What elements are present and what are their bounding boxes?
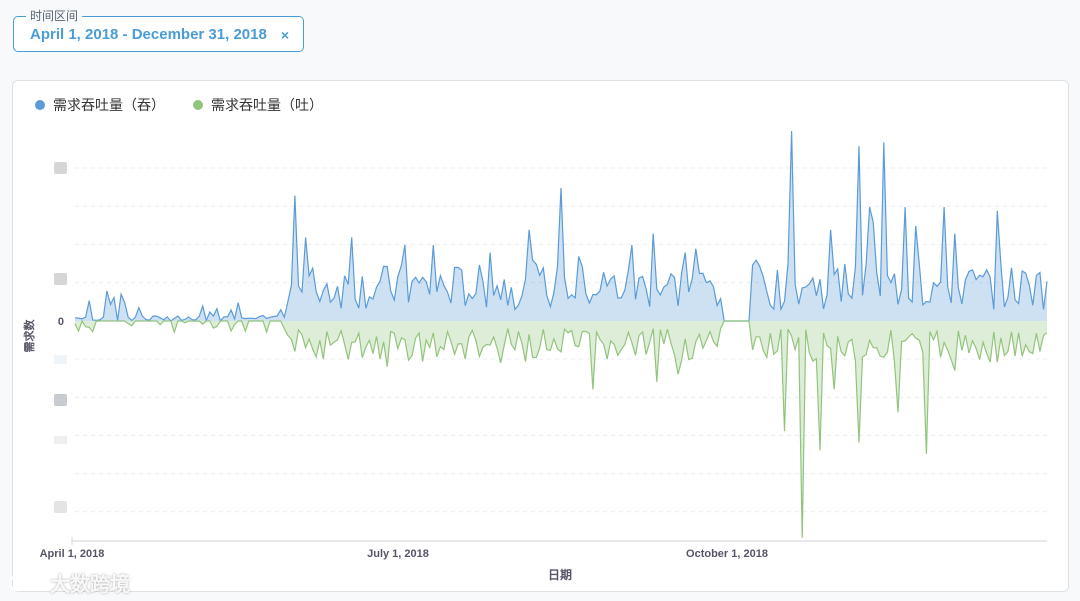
series-swallow-area (75, 131, 1047, 321)
legend-item-spit[interactable]: 需求吞吐量（吐） (193, 95, 323, 115)
legend-dot-swallow (35, 100, 45, 110)
clear-filter-icon[interactable]: × (280, 27, 289, 43)
chart-legend: 需求吞吐量（吞） 需求吞吐量（吐） (35, 95, 323, 115)
y-tick-placeholder (54, 436, 67, 444)
filter-value[interactable]: April 1, 2018 - December 31, 2018 (30, 26, 267, 43)
legend-label-swallow: 需求吞吐量（吞） (53, 98, 165, 114)
x-tick-label: October 1, 2018 (686, 548, 768, 560)
filter-label: 时间区间 (26, 8, 83, 24)
series-spit-area (75, 321, 1047, 538)
date-range-filter[interactable]: 时间区间 April 1, 2018 - December 31, 2018 × (13, 8, 304, 52)
y-tick-placeholder (54, 394, 67, 406)
watermark: 大数跨境 (8, 568, 130, 597)
y-tick-placeholder (54, 273, 67, 285)
series-swallow-line (74, 130, 1048, 323)
legend-dot-spit (193, 100, 203, 110)
y-tick-placeholder (54, 355, 67, 364)
x-tick-label: July 1, 2018 (367, 548, 429, 560)
x-axis-label: 日期 (548, 567, 572, 582)
series-spit-line (74, 319, 1048, 538)
y-axis-label: 需求数 (22, 319, 36, 353)
y-tick-label: 0 (58, 316, 64, 328)
x-tick-label: April 1, 2018 (40, 548, 105, 560)
legend-label-spit: 需求吞吐量（吐） (211, 98, 323, 114)
y-tick-placeholder (54, 162, 67, 174)
watermark-text: 大数跨境 (50, 572, 130, 596)
chart-card: 需求吞吐量（吞） 需求吞吐量（吐） (12, 80, 1069, 592)
legend-item-swallow[interactable]: 需求吞吐量（吞） (35, 95, 165, 115)
y-tick-placeholder (54, 501, 67, 513)
watermark-logo-icon (8, 572, 44, 594)
